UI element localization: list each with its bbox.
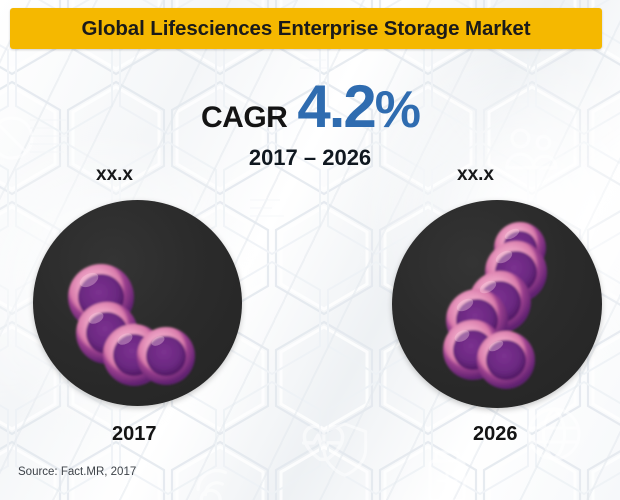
- microscope-disc-2026: [392, 200, 602, 408]
- source-note: Source: Fact.MR, 2017: [18, 466, 137, 478]
- cagr-block: CAGR 4.2 %: [0, 73, 620, 140]
- year-label-2026: 2026: [473, 423, 518, 445]
- value-label-2017: xx.x: [96, 164, 133, 185]
- cagr-period: 2017 – 2026: [248, 145, 372, 170]
- medicine-bottle-icon: [428, 450, 466, 500]
- page-title: Global Lifesciences Enterprise Storage M…: [81, 16, 531, 40]
- shield-icon: [322, 422, 368, 477]
- title-banner: Global Lifesciences Enterprise Storage M…: [10, 8, 602, 49]
- cagr-percent-sign: %: [374, 81, 421, 139]
- bacteria-chain-4: [68, 264, 195, 386]
- microscope-disc-2017: [33, 200, 242, 406]
- wifi-signal-icon: [196, 468, 228, 500]
- cagr-value: 4.2: [297, 73, 376, 140]
- bacteria-chain-6: [443, 222, 547, 389]
- year-label-2017: 2017: [112, 423, 157, 445]
- cagr-label: CAGR: [200, 101, 288, 134]
- value-label-2026: xx.x: [457, 164, 494, 185]
- globe-icon: [527, 407, 581, 461]
